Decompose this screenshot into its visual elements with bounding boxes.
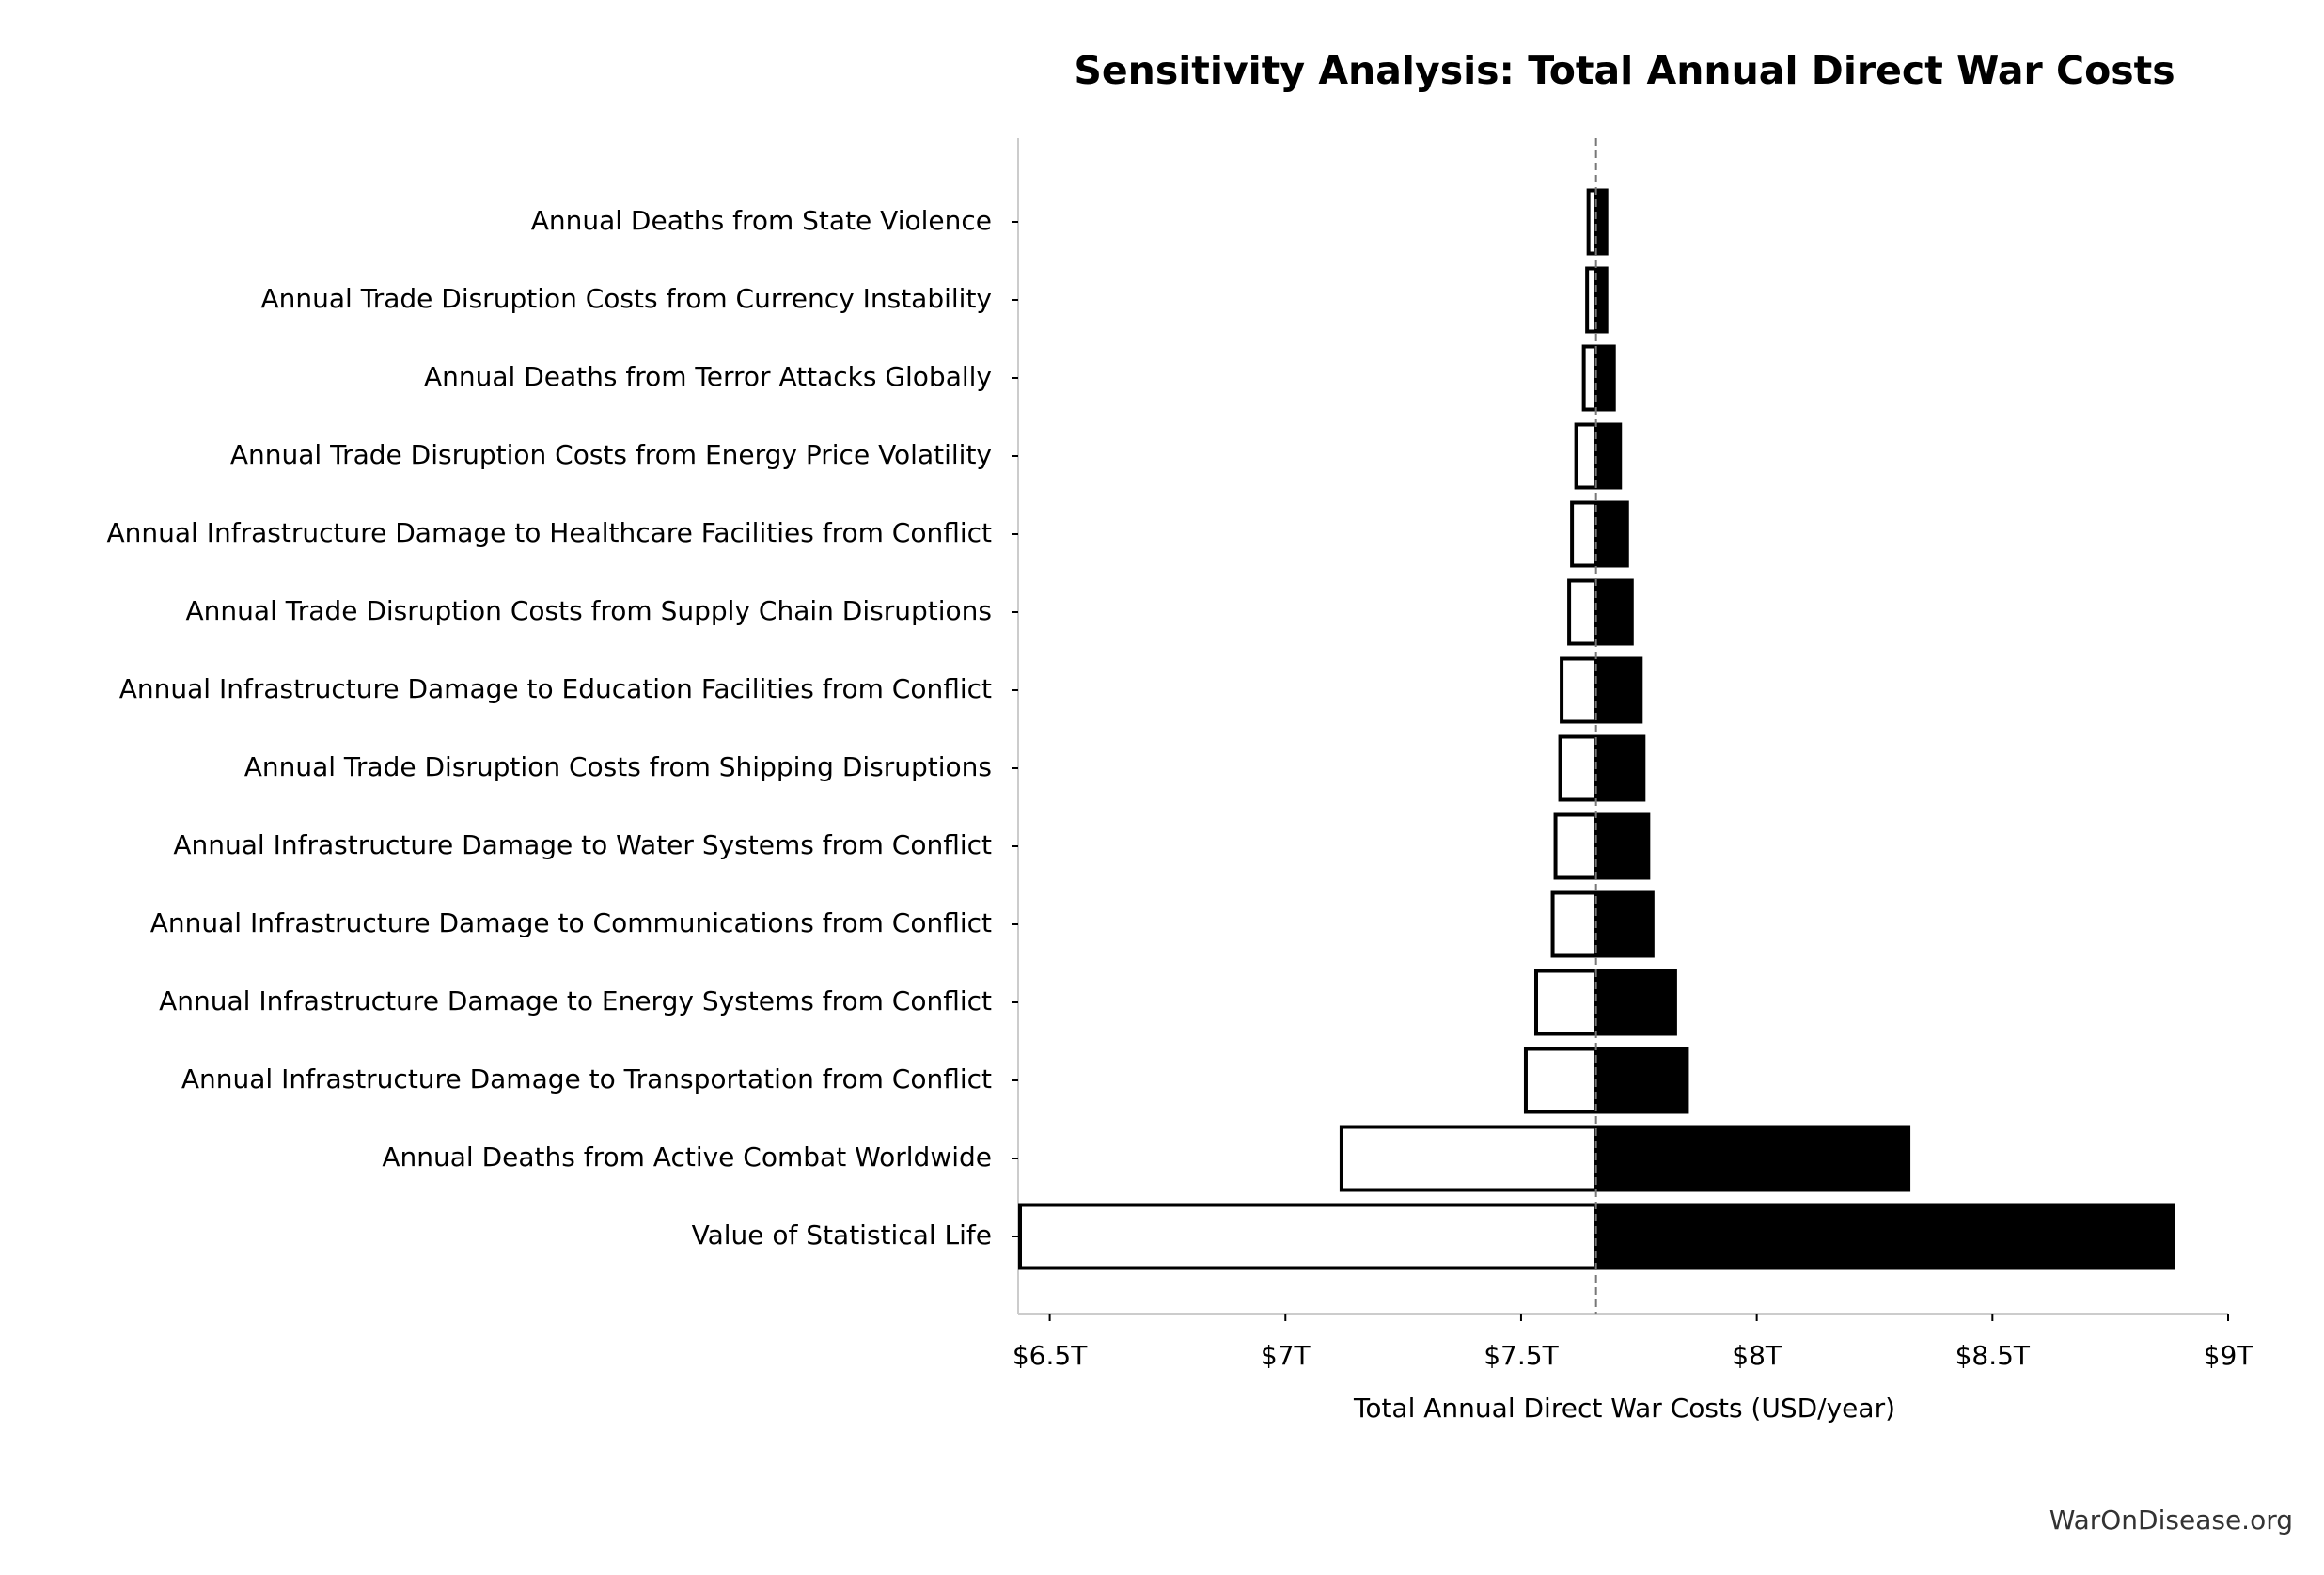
- bar: [1594, 1047, 1689, 1114]
- bar: [1594, 969, 1677, 1036]
- y-tick-label: Annual Infrastructure Damage to Healthca…: [107, 517, 993, 548]
- bar: [1594, 1203, 2175, 1270]
- x-tick-label: $7.5T: [1484, 1340, 1559, 1371]
- x-axis-label: Total Annual Direct War Costs (USD/year): [1353, 1393, 1895, 1424]
- bar: [1594, 656, 1643, 724]
- y-tick-label: Annual Infrastructure Damage to Energy S…: [159, 985, 992, 1016]
- y-tick-label: Annual Infrastructure Damage to Water Sy…: [173, 829, 992, 860]
- x-tick-label: $8T: [1732, 1340, 1782, 1371]
- y-tick-label: Annual Deaths from State Violence: [531, 205, 992, 236]
- bar: [1570, 500, 1598, 568]
- bar: [1594, 578, 1634, 646]
- bar: [1560, 656, 1598, 724]
- source: WarOnDisease.org: [2049, 1504, 2293, 1536]
- chart-title: Sensitivity Analysis: Total Annual Direc…: [1074, 48, 2175, 93]
- x-tick-label: $8.5T: [1955, 1340, 2031, 1371]
- bar: [1594, 734, 1646, 802]
- y-tick-label: Value of Statistical Life: [692, 1220, 992, 1251]
- y-tick-label: Annual Trade Disruption Costs from Suppl…: [186, 595, 992, 626]
- y-tick-label: Annual Trade Disruption Costs from Energ…: [230, 439, 992, 470]
- y-tick-label: Annual Trade Disruption Costs from Shipp…: [244, 751, 992, 782]
- bar: [1553, 812, 1598, 880]
- bar: [1567, 578, 1598, 646]
- bar: [1523, 1047, 1598, 1114]
- bar: [1558, 734, 1598, 802]
- y-tick-label: Annual Infrastructure Damage to Educatio…: [119, 673, 992, 704]
- bar: [1594, 344, 1616, 412]
- x-tick-label: $9T: [2204, 1340, 2254, 1371]
- y-tick-label: Annual Trade Disruption Costs from Curre…: [260, 283, 992, 314]
- y-tick-label: Annual Deaths from Active Combat Worldwi…: [382, 1142, 992, 1173]
- y-tick-label: Annual Deaths from Terror Attacks Global…: [424, 361, 992, 392]
- bar: [1018, 1203, 1598, 1270]
- bar: [1594, 422, 1623, 490]
- x-tick-label: $7T: [1261, 1340, 1311, 1371]
- bar: [1533, 969, 1598, 1036]
- bar: [1594, 500, 1629, 568]
- bar: [1550, 890, 1598, 958]
- y-tick-label: Annual Infrastructure Damage to Transpor…: [181, 1063, 992, 1095]
- bar: [1594, 1125, 1911, 1192]
- bar: [1594, 890, 1655, 958]
- bar: [1574, 422, 1598, 490]
- bar: [1594, 812, 1651, 880]
- bar: [1594, 188, 1609, 256]
- bar: [1594, 266, 1609, 334]
- x-tick-label: $6.5T: [1013, 1340, 1088, 1371]
- y-tick-label: Annual Infrastructure Damage to Communic…: [150, 907, 992, 938]
- bar: [1339, 1125, 1598, 1192]
